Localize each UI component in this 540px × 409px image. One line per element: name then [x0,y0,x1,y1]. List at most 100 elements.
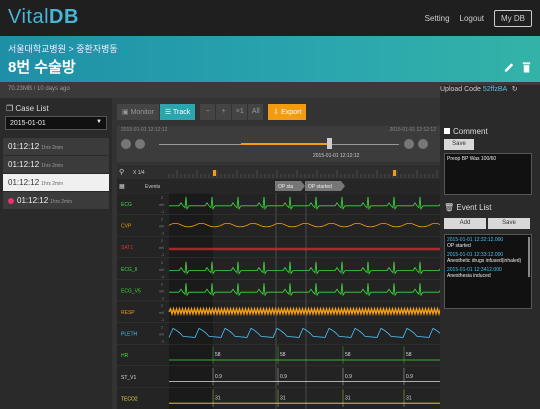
step-back-icon[interactable] [135,139,145,149]
zoom-label: X 1/4 [133,170,145,176]
waveform-svg[interactable]: 2 mV -1 ECG 2 mV -1 CVP 2 mV -1 SAT1 2 mV -1 ECG_II 2 mV -… [117,165,440,409]
numeric-value: 58 [280,352,286,358]
numeric-value: 31 [406,395,412,401]
track-icon: ☰ [164,109,172,116]
step-forward-icon[interactable] [404,139,414,149]
scale-label: 2 [161,196,163,200]
waveform-cvp [168,223,440,228]
scale-label: 2 [161,239,163,243]
monitor-button[interactable]: ▣ Monitor [117,104,160,120]
waveform-chart[interactable]: 2 mV -1 ECG 2 mV -1 CVP 2 mV -1 SAT1 2 mV -1 ECG_II 2 mV -… [117,165,440,409]
breadcrumb: 서울대학교병원 > 중환자병동 [8,42,118,55]
trash-icon[interactable] [521,60,532,73]
info-bar: 70.23MB / 10 days ago Upload Code 52ffzB… [0,82,540,396]
numeric-value: 58 [406,352,412,358]
breadcrumb-ward[interactable]: 중환자병동 [76,44,118,54]
timeline-range [241,143,327,145]
file-meta: 70.23MB / 10 days ago [8,86,70,92]
scale-label: mV [159,289,165,293]
case-item[interactable]: 01:12:12 1hrs 2min [3,156,109,173]
top-nav: Setting Logout My DB [425,10,532,27]
waveform-ecg_ii [169,261,440,275]
numeric-value: 58 [215,352,221,358]
numeric-value: 31 [345,395,351,401]
timeline-thumb[interactable] [327,138,332,149]
date-select[interactable]: 2015-01-01 ▼ [5,116,107,130]
track-label: HR [121,353,129,359]
zoom-1x-button[interactable]: ×1 [232,104,249,120]
ruler-row [117,165,440,179]
comment-textarea[interactable]: Preop BP Was 100/60 [444,153,532,195]
scale-label: mV [159,203,165,207]
track-label: PLETH [121,332,138,338]
top-bar: VitalDB Setting Logout My DB [0,0,540,36]
setting-link[interactable]: Setting [424,14,450,23]
event-scrollbar[interactable] [528,237,530,277]
timeline-end: 2015-01-01 12:12:12 [389,127,436,133]
case-item-selected[interactable]: 01:12:12 1hrs 2min [3,174,109,191]
track-label: SAT1 [121,245,133,251]
case-item[interactable]: 01:12:12 1hrs 2min [3,138,109,155]
scale-label: mV [159,225,165,229]
numeric-value: 31 [280,395,286,401]
comment-save-button[interactable]: Save [444,139,474,150]
scale-label: -1 [161,340,164,344]
export-button[interactable]: ⇩ Export [268,104,308,120]
breadcrumb-hospital[interactable]: 서울대학교병원 [8,44,66,54]
scale-label: 2 [161,218,163,222]
list-item[interactable]: 2015-01-01 12:3412.000 Anesthesia induced [447,267,502,279]
track-button[interactable]: ☰ Track [159,104,197,120]
logo[interactable]: VitalDB [8,6,79,28]
list-item[interactable]: 2015-01-01 12:32:12.000 OP started [447,237,504,249]
timeline-current: 2015-01-01 12:12:12 [313,153,360,159]
event-save-button[interactable]: Save [488,218,530,229]
edit-icon[interactable] [504,60,515,72]
magnify-icon: ⚲ [119,168,124,176]
events-label: Events [145,184,161,190]
event-tag: OP started [308,184,332,190]
copy-icon: ❐ [6,104,14,113]
numeric-value: 0.9 [345,374,352,380]
scale-label: mV [159,268,165,272]
numeric-value: 31 [215,395,221,401]
monitor-icon: ▣ [122,109,129,116]
calendar-icon: ▦ [119,183,125,190]
comment-checkbox[interactable] [444,128,450,134]
refresh-icon[interactable]: ↻ [511,86,518,93]
scale-label: -1 [161,232,164,236]
event-tag-shape [305,181,345,191]
event-add-button[interactable]: Add [444,218,486,229]
my-db-button[interactable]: My DB [494,10,532,27]
logout-link[interactable]: Logout [459,14,484,23]
zoom-in-button[interactable]: + [216,104,233,120]
track-label: ECG_II [121,267,137,273]
case-banner: 서울대학교병원 > 중환자병동 8번 수술방 [0,36,540,82]
track-view: ▣ Monitor ☰ Track − + ×1 All ⇩ Export 20… [112,98,440,409]
page-title: 8번 수술방 [8,59,76,76]
case-item-live[interactable]: 01:12:12 1hrs 2min [3,192,109,209]
waveform-ecg [169,196,440,210]
export-icon: ⇩ [273,109,280,116]
zoom-out-button[interactable]: − [200,104,217,120]
event-tag: OP sta [278,184,293,190]
track-label: CVP [121,224,132,230]
live-dot-icon [8,197,14,204]
caret-down-icon: ▼ [96,119,102,125]
marker-icon [213,170,216,176]
waveform-resp [168,306,440,317]
case-list-panel: ❐ Case List 2015-01-01 ▼ 01:12:12 1hrs 2mi… [0,98,112,409]
track-label: ST_V1 [121,375,137,381]
side-panel: Comment Save Preop BP Was 100/60 🗑 Event… [440,98,540,409]
numeric-value: 58 [345,352,351,358]
marker-icon [393,170,396,176]
scale-label: -1 [161,253,164,257]
case-list-title: ❐ Case List [6,104,49,113]
skip-back-icon[interactable] [121,139,131,149]
scale-label: mV [159,311,165,315]
list-item[interactable]: 2015-01-01 12:33:12.000 Anesthetic drugs … [447,252,522,264]
scale-label: 2 [161,304,163,308]
skip-forward-icon[interactable] [418,139,428,149]
zoom-all-button[interactable]: All [248,104,265,120]
event-list-title: 🗑 Event List [444,203,492,212]
waveform-ecg_v5 [169,283,440,297]
